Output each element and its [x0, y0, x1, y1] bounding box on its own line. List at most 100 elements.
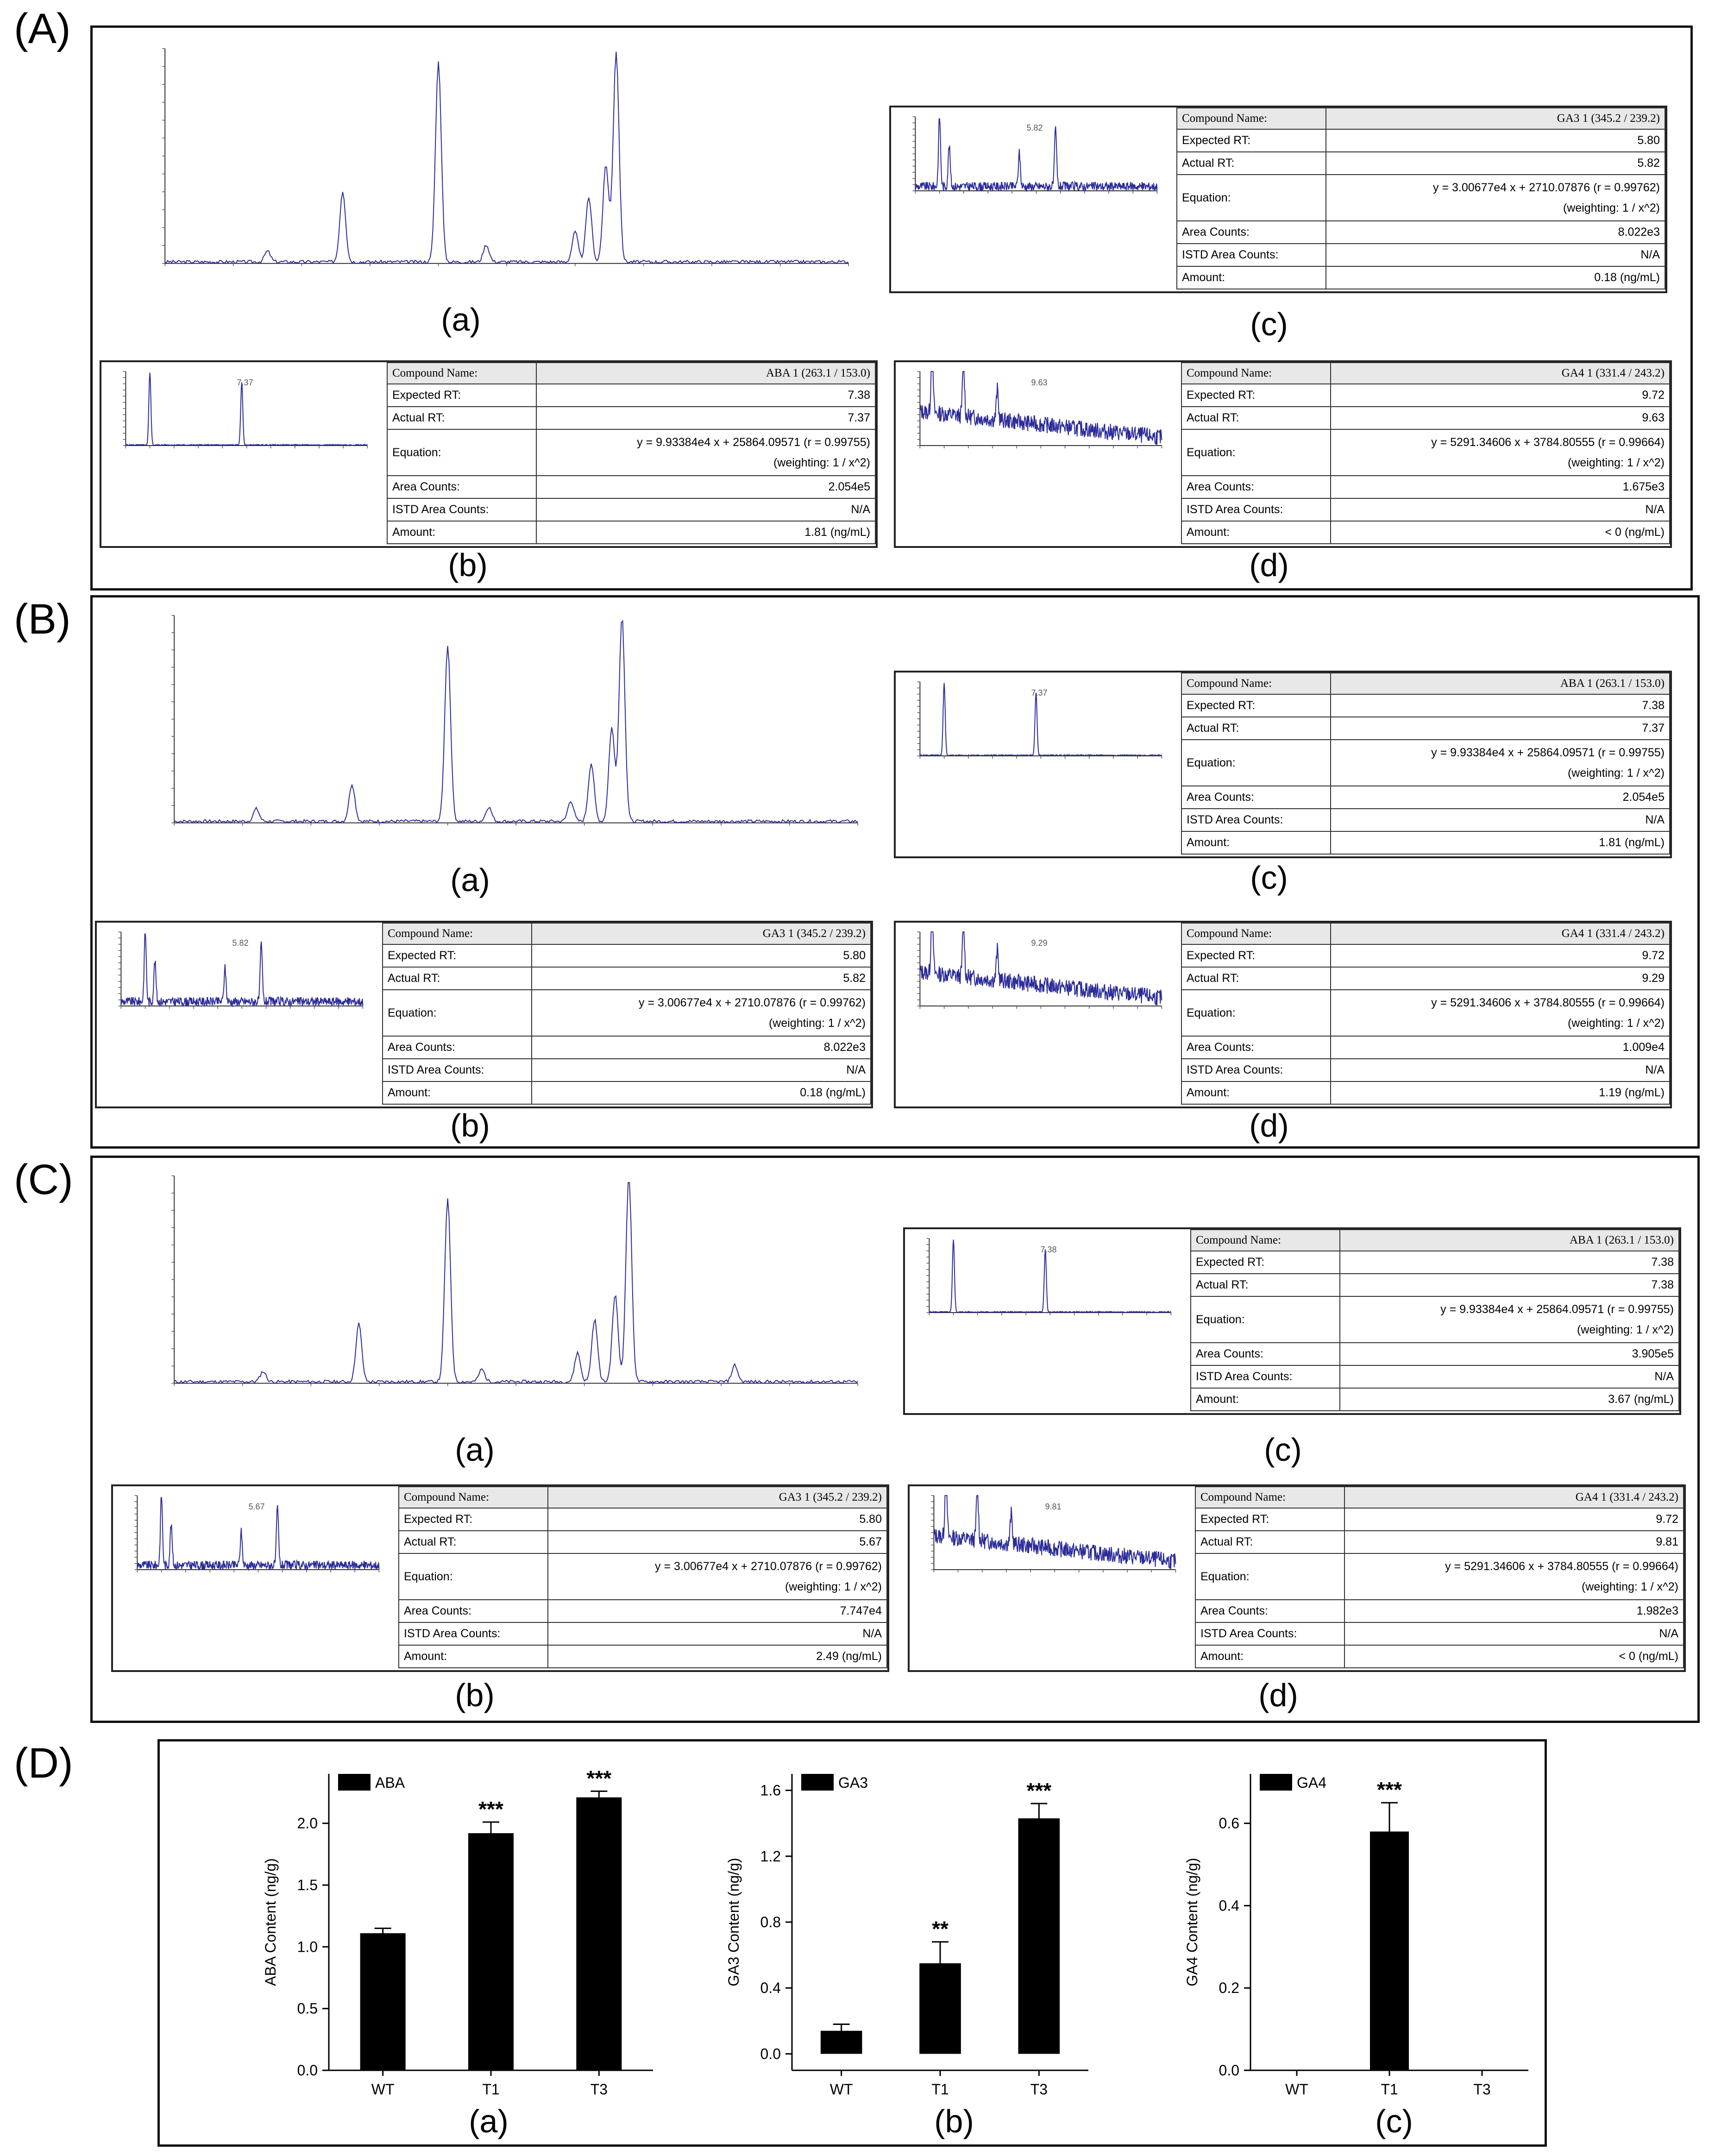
bar-t3 [576, 1797, 622, 2070]
result-row-actual-rt: Actual RT: 9.63 [1181, 406, 1670, 430]
result-row-istd: ISTD Area Counts: N/A [1190, 1365, 1679, 1389]
y-tick-label: 1.6 [760, 1782, 781, 1799]
result-label: ISTD Area Counts: [1195, 1622, 1345, 1646]
result-row-equation: Equation: y = 3.00677e4 x + 2710.07876 (r… [382, 989, 871, 1037]
result-row-istd: ISTD Area Counts: N/A [1176, 243, 1665, 267]
result-label: Equation: [1181, 739, 1331, 786]
result-value: GA4 1 (331.4 / 243.2) [1330, 923, 1670, 945]
result-value: 9.63 [1330, 406, 1670, 430]
result-value: 7.37 [536, 406, 876, 430]
result-value: 8.022e3 [531, 1036, 871, 1059]
y-tick-label: 0.6 [1219, 1815, 1239, 1832]
result-row-area-counts: Area Counts: 2.054e5 [1181, 786, 1670, 809]
result-value: 0.18 (ng/mL) [531, 1081, 871, 1105]
result-label: Compound Name: [1181, 923, 1331, 945]
result-value: 7.37 [1330, 717, 1670, 740]
result-row-compound: Compound Name: ABA 1 (263.1 / 153.0) [1190, 1229, 1679, 1251]
result-label: Equation: [1176, 174, 1326, 221]
result-label: Actual RT: [1181, 406, 1331, 430]
result-row-compound: Compound Name: GA4 1 (331.4 / 243.2) [1181, 362, 1670, 384]
panel-frame-B [90, 595, 1700, 1149]
significance-mark: *** [1377, 1778, 1402, 1802]
significance-mark: *** [586, 1766, 611, 1790]
result-value: 9.29 [1330, 967, 1670, 990]
chrom-trace [125, 372, 368, 447]
result-label: Expected RT: [387, 383, 537, 407]
result-row-compound: Compound Name: ABA 1 (263.1 / 153.0) [387, 362, 876, 384]
y-axis-label: GA3 Content (ng/g) [725, 1858, 742, 1986]
bar-chart-aba: 0.0 0.5 1.0 1.5 2.0 ABA Content (ng/g) ABA WT T1… [262, 1766, 653, 2098]
result-label: Expected RT: [1195, 1508, 1345, 1531]
result-label: Actual RT: [382, 967, 532, 990]
result-label: Expected RT: [1181, 694, 1331, 717]
chrom-trace [933, 1495, 1176, 1569]
result-value: y = 5291.34606 x + 3784.80555 (r = 0.996… [1330, 989, 1670, 1037]
result-value: 9.72 [1344, 1508, 1684, 1531]
result-label: Compound Name: [1190, 1229, 1340, 1251]
result-value: 7.38 [536, 383, 876, 407]
result-value: ABA 1 (263.1 / 153.0) [1330, 673, 1670, 695]
result-value: < 0 (ng/mL) [1344, 1645, 1684, 1668]
result-row-actual-rt: Actual RT: 9.29 [1181, 967, 1670, 990]
y-tick-label: 0.0 [1219, 2062, 1239, 2079]
result-label: Amount: [382, 1081, 532, 1105]
result-table-C-d: Compound Name: GA4 1 (331.4 / 243.2) Expec… [1195, 1486, 1684, 1668]
equation-line: y = 5291.34606 x + 3784.80555 (r = 0.996… [1431, 996, 1665, 1009]
result-value: 1.675e3 [1330, 475, 1670, 499]
result-row-amount: Amount: 1.19 (ng/mL) [1181, 1081, 1670, 1105]
result-value: 2.49 (ng/mL) [547, 1645, 887, 1668]
result-row-area-counts: Area Counts: 8.022e3 [382, 1036, 871, 1059]
chromatogram-B-b: 5.82 [118, 931, 364, 1009]
chromatogram-C-b: 5.67 [134, 1495, 380, 1572]
result-row-actual-rt: Actual RT: 9.81 [1195, 1530, 1684, 1554]
result-row-amount: Amount: 1.81 (ng/mL) [387, 521, 876, 544]
result-row-equation: Equation: y = 9.93384e4 x + 25864.09571 (… [1181, 739, 1670, 786]
bar-t1 [468, 1833, 514, 2070]
sublabel-B-a: (a) [450, 862, 490, 898]
result-value: GA3 1 (345.2 / 239.2) [547, 1486, 887, 1509]
result-row-actual-rt: Actual RT: 5.82 [1176, 151, 1665, 175]
result-label: Actual RT: [387, 406, 537, 430]
chrom-peak-label: 5.82 [1027, 123, 1043, 132]
panel-frame-A [90, 25, 1693, 591]
result-table-B-c: Compound Name: ABA 1 (263.1 / 153.0) Expec… [1181, 673, 1670, 855]
result-value: N/A [1339, 1365, 1679, 1389]
chrom-trace [120, 933, 364, 1008]
bar-wt [820, 2030, 862, 2054]
sublabel-A-a: (a) [441, 302, 481, 338]
chromatogram-B-a [171, 615, 858, 826]
chrom-peak-label: 7.37 [237, 378, 253, 387]
result-value: y = 3.00677e4 x + 2710.07876 (r = 0.9976… [547, 1553, 887, 1600]
y-axis-label: ABA Content (ng/g) [262, 1858, 279, 1986]
result-row-istd: ISTD Area Counts: N/A [1195, 1622, 1684, 1646]
result-label: Compound Name: [387, 362, 537, 384]
result-row-equation: Equation: y = 5291.34606 x + 3784.80555 (… [1181, 429, 1670, 476]
equation-line: y = 5291.34606 x + 3784.80555 (r = 0.996… [1445, 1560, 1678, 1573]
result-row-expected-rt: Expected RT: 7.38 [1190, 1251, 1679, 1274]
chrom-trace [137, 1496, 380, 1571]
result-row-istd: ISTD Area Counts: N/A [382, 1058, 871, 1082]
panel-label-D: (D) [14, 1740, 73, 1787]
chrom-trace [919, 683, 1162, 757]
y-tick-label: 0.4 [1219, 1897, 1239, 1914]
equation-line: y = 9.93384e4 x + 25864.09571 (r = 0.997… [1431, 746, 1665, 759]
result-row-istd: ISTD Area Counts: N/A [387, 498, 876, 522]
sublabel-C-c: (c) [1264, 1432, 1302, 1468]
result-value: 5.80 [547, 1508, 887, 1531]
result-value: ABA 1 (263.1 / 153.0) [1339, 1229, 1679, 1251]
x-tick-label: WT [1285, 2081, 1308, 2098]
equation-line: y = 9.93384e4 x + 25864.09571 (r = 0.997… [1440, 1303, 1674, 1316]
y-tick-label: 0.0 [760, 2045, 781, 2062]
result-label: ISTD Area Counts: [1181, 498, 1331, 522]
result-row-istd: ISTD Area Counts: N/A [1181, 1058, 1670, 1082]
bar-chart-ga3: 0.0 0.4 0.8 1.2 1.6 GA3 Content (ng/g) GA3 WT T1… [725, 1774, 1088, 2098]
significance-mark: *** [1026, 1779, 1051, 1803]
y-tick-label: 2.0 [297, 1815, 318, 1832]
result-label: Equation: [382, 989, 532, 1037]
result-label: ISTD Area Counts: [387, 498, 537, 522]
result-row-compound: Compound Name: ABA 1 (263.1 / 153.0) [1181, 673, 1670, 695]
result-label: Area Counts: [1190, 1342, 1340, 1366]
result-label: Equation: [1190, 1296, 1340, 1343]
panel-label-C: (C) [14, 1156, 73, 1203]
result-row-expected-rt: Expected RT: 7.38 [1181, 694, 1670, 717]
